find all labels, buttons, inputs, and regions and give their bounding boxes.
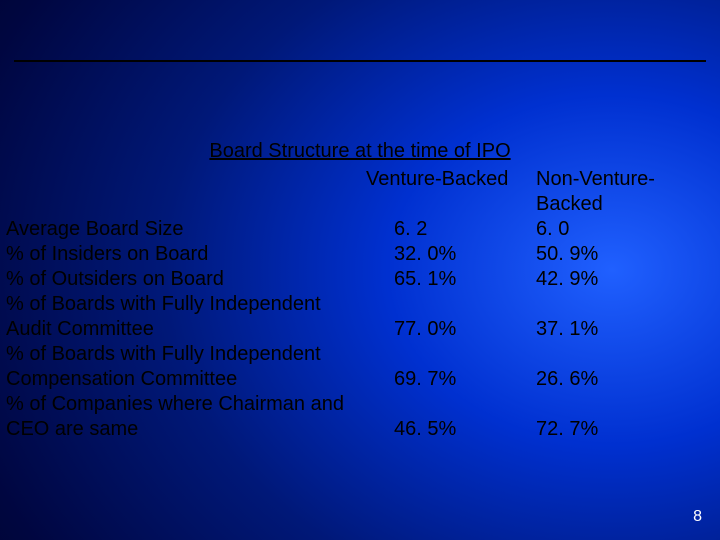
row-label: % of Boards with Fully Independent Compe… [6, 342, 366, 392]
row-value-nonventure: 72. 7% [536, 417, 714, 442]
row-value-venture: 6. 2 [366, 217, 536, 242]
table-row: % of Boards with Fully Independent Audit… [6, 292, 714, 342]
row-value-venture: 46. 5% [366, 417, 536, 442]
table-row: % of Outsiders on Board 65. 1% 42. 9% [6, 267, 714, 292]
row-value-nonventure: 37. 1% [536, 317, 714, 342]
column-header-venture: Venture-Backed [366, 167, 536, 217]
row-label: % of Companies where Chairman and CEO ar… [6, 392, 366, 442]
content-area: Board Structure at the time of IPO Ventu… [0, 140, 720, 442]
row-value-venture: 65. 1% [366, 267, 536, 292]
table-title: Board Structure at the time of IPO [6, 140, 714, 163]
row-value-nonventure: 26. 6% [536, 367, 714, 392]
header-spacer [6, 167, 366, 217]
table-row: % of Boards with Fully Independent Compe… [6, 342, 714, 392]
row-value-nonventure: 6. 0 [536, 217, 714, 242]
row-value-nonventure: 42. 9% [536, 267, 714, 292]
row-value-venture: 32. 0% [366, 242, 536, 267]
page-number: 8 [693, 508, 702, 526]
table-row: % of Companies where Chairman and CEO ar… [6, 392, 714, 442]
row-label: % of Outsiders on Board [6, 267, 366, 292]
table-row: % of Insiders on Board 32. 0% 50. 9% [6, 242, 714, 267]
row-label: % of Boards with Fully Independent Audit… [6, 292, 366, 342]
row-label: % of Insiders on Board [6, 242, 366, 267]
row-value-venture: 69. 7% [366, 367, 536, 392]
row-value-venture: 77. 0% [366, 317, 536, 342]
column-header-nonventure: Non-Venture-Backed [536, 167, 714, 217]
slide: Board Structure at the time of IPO Ventu… [0, 0, 720, 540]
board-structure-table: Venture-Backed Non-Venture-Backed Averag… [6, 167, 714, 442]
table-header-row: Venture-Backed Non-Venture-Backed [6, 167, 714, 217]
horizontal-rule [14, 60, 706, 62]
table-row: Average Board Size 6. 2 6. 0 [6, 217, 714, 242]
row-label: Average Board Size [6, 217, 366, 242]
row-value-nonventure: 50. 9% [536, 242, 714, 267]
